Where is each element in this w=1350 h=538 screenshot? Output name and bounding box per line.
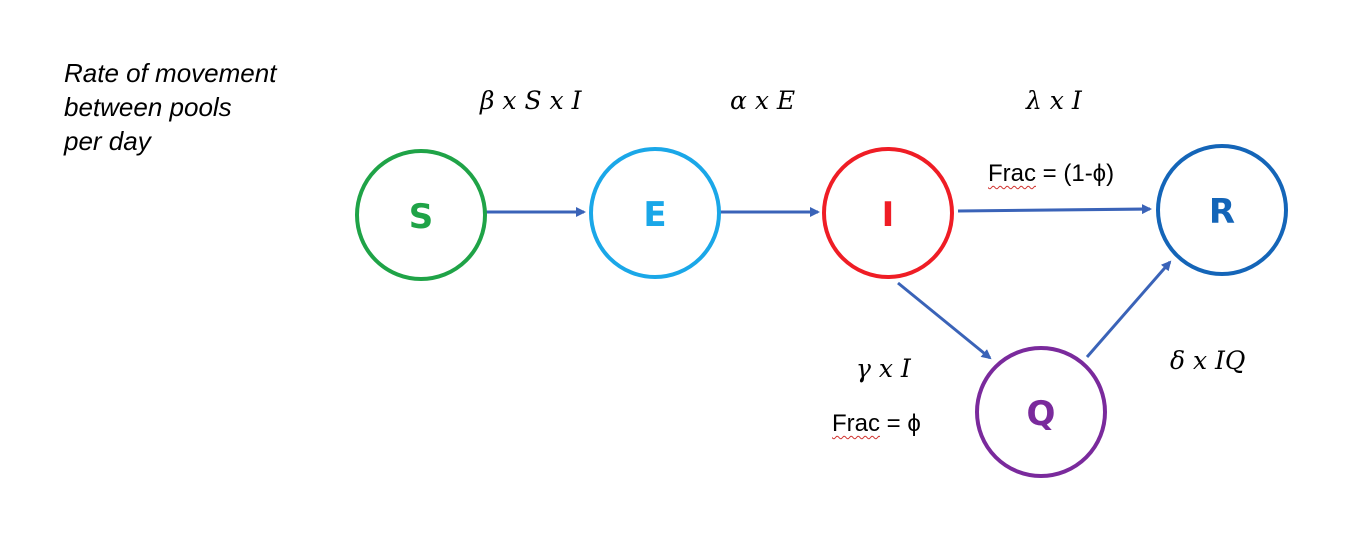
rate-i-to-r: λ x I [1026,86,1082,115]
node-e-circle [589,147,721,279]
node-s-circle [355,149,487,281]
rate-i-to-q: γ x I [856,354,911,383]
arrow-i-to-r [957,204,1152,215]
node-s-label: S [409,197,434,237]
frac-i-to-r-value: = (1-ϕ) [1036,160,1115,187]
rate-q-to-r: δ x IQ [1170,346,1246,375]
frac-i-to-q-value: = ϕ [880,410,921,437]
frac-i-to-r: Frac = (1-ϕ) [988,160,1114,188]
node-s: S [355,149,487,281]
frac-i-to-q-word: Frac [832,410,880,437]
node-q-label: Q [1027,394,1056,434]
rate-s-to-e: β x S x I [480,86,582,115]
node-r: R [1156,144,1288,276]
node-e-label: E [643,195,666,235]
node-q-circle [975,346,1107,478]
node-q: Q [975,346,1107,478]
arrow-q-to-r [1085,260,1172,358]
node-e: E [589,147,721,279]
node-r-circle [1156,144,1288,276]
rate-note-line-3: per day [64,126,151,156]
frac-i-to-q: Frac = ϕ [832,410,921,438]
node-i: I [822,147,954,279]
rate-note-line-1: Rate of movement [64,58,277,88]
node-i-circle [822,147,954,279]
node-i-label: I [882,195,895,235]
frac-i-to-r-word: Frac [988,160,1036,187]
rate-note: Rate of movement between pools per day [64,56,334,158]
node-r-label: R [1209,192,1235,232]
arrow-i-to-q [897,281,992,360]
rate-note-line-2: between pools [64,92,232,122]
rate-e-to-i: α x E [730,86,796,115]
